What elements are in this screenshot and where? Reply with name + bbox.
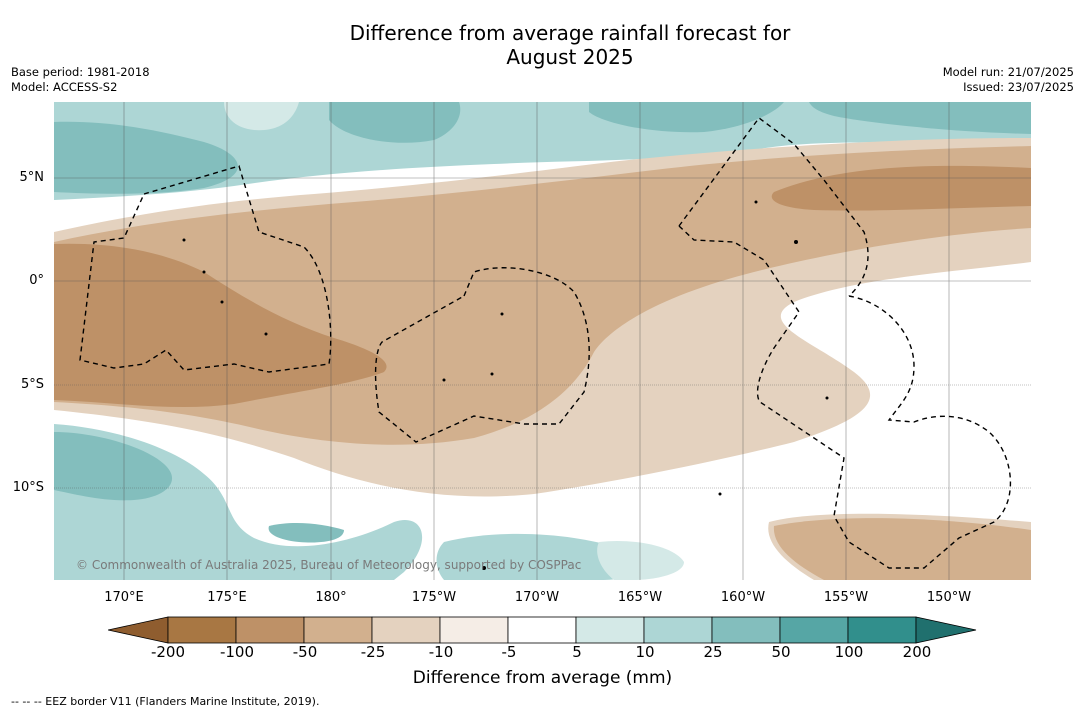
colorbar-tick-11: 100: [834, 643, 864, 661]
north-wet-core-4: [809, 102, 1031, 134]
dry-core-west: [54, 243, 387, 408]
southwest-wet-core: [54, 432, 173, 501]
model-info: Base period: 1981-2018 Model: ACCESS-S2: [11, 65, 150, 95]
lon-label-150w: 150°W: [926, 590, 972, 605]
colorbar-segment: [303, 616, 373, 644]
map-canvas: [54, 102, 1031, 580]
colorbar-label: Difference from average (mm): [412, 668, 673, 688]
colorbar: [108, 616, 977, 644]
island-3: [220, 300, 224, 304]
model-text: Model: ACCESS-S2: [11, 80, 118, 94]
eez-border-west: [79, 165, 332, 373]
island-7: [442, 378, 446, 382]
lat-label-5s: 5°S: [20, 377, 44, 392]
north-wet-core-2: [329, 102, 461, 143]
island-1: [182, 238, 186, 242]
base-period-text: Base period: 1981-2018: [11, 65, 150, 79]
colorbar-segment: [643, 616, 713, 644]
colorbar-tick-8: 10: [635, 643, 655, 661]
colorbar-tick-12: 200: [902, 643, 932, 661]
colorbar-segment: [371, 616, 441, 644]
southeast-dry-core: [773, 518, 1031, 580]
lon-label-160w: 160°W: [720, 590, 766, 605]
map-title: Difference from average rainfall forecas…: [0, 21, 1085, 69]
rainfall-map: [54, 102, 1031, 580]
colorbar-tick-9: 25: [703, 643, 723, 661]
colorbar-segment: [711, 616, 781, 644]
colorbar-segment: [779, 616, 849, 644]
lon-label-180: 180°: [315, 590, 347, 605]
colorbar-segment: [167, 616, 237, 644]
model-run-text: Model run: 21/07/2025: [942, 65, 1074, 79]
island-8: [794, 240, 798, 244]
island-10: [825, 396, 829, 400]
colorbar-tick-10: 50: [771, 643, 791, 661]
lon-label-175e: 175°E: [207, 590, 247, 605]
run-info: Model run: 21/07/2025 Issued: 23/07/2025: [943, 65, 1074, 95]
island-2: [202, 270, 206, 274]
issued-text: Issued: 23/07/2025: [963, 80, 1074, 94]
colorbar-extend-high: [915, 616, 977, 644]
lon-label-170w: 170°W: [514, 590, 560, 605]
north-light-patch: [224, 102, 299, 131]
lat-label-10s: 10°S: [12, 480, 44, 495]
eez-border-central: [374, 267, 590, 443]
eez-border-east: [678, 225, 845, 517]
lon-label-165w: 165°W: [617, 590, 663, 605]
south-light-patch: [597, 540, 684, 580]
north-wet-core-3: [589, 102, 784, 133]
lon-label-155w: 155°W: [823, 590, 869, 605]
north-wet-region: [54, 102, 1031, 200]
eez-borders: [79, 117, 1012, 569]
colorbar-extend-low: [108, 616, 169, 644]
lon-label-175w: 175°W: [411, 590, 457, 605]
title-line-2: August 2025: [506, 45, 634, 69]
title-line-1: Difference from average rainfall forecas…: [349, 21, 791, 45]
colorbar-segment: [575, 616, 645, 644]
colorbar-segment: [235, 616, 305, 644]
island-4: [264, 332, 268, 336]
colorbar-segment: [439, 616, 509, 644]
colorbar-tick-4: -25: [360, 643, 386, 661]
colorbar-tick-6: -5: [501, 643, 517, 661]
colorbar-tick-5: -10: [428, 643, 454, 661]
islands: [182, 200, 829, 570]
north-wet-core-1: [54, 121, 238, 194]
colorbar-tick-1: -200: [150, 643, 186, 661]
island-12: [482, 566, 486, 570]
island-5: [500, 312, 504, 316]
lat-label-5n: 5°N: [19, 170, 45, 185]
southwest-wet-core-2: [268, 523, 344, 543]
eez-footnote: -- -- -- EEZ border V11 (Flanders Marine…: [11, 695, 320, 708]
island-11: [718, 492, 722, 496]
eez-border-southeast: [833, 295, 1012, 569]
island-9: [754, 200, 758, 204]
colorbar-tick-3: -50: [292, 643, 318, 661]
colorbar-segment: [507, 616, 577, 644]
south-wet-patch: [436, 533, 640, 580]
colorbar-tick-2: -100: [219, 643, 255, 661]
lon-label-170e: 170°E: [104, 590, 144, 605]
colorbar-segment: [847, 616, 917, 644]
island-6: [490, 372, 494, 376]
lat-label-0: 0°: [29, 273, 44, 288]
eez-border-north-east: [678, 117, 869, 297]
colorbar-tick-7: 5: [572, 643, 582, 661]
copyright-text: © Commonwealth of Australia 2025, Bureau…: [76, 558, 582, 572]
dry-core-east: [771, 165, 1031, 211]
